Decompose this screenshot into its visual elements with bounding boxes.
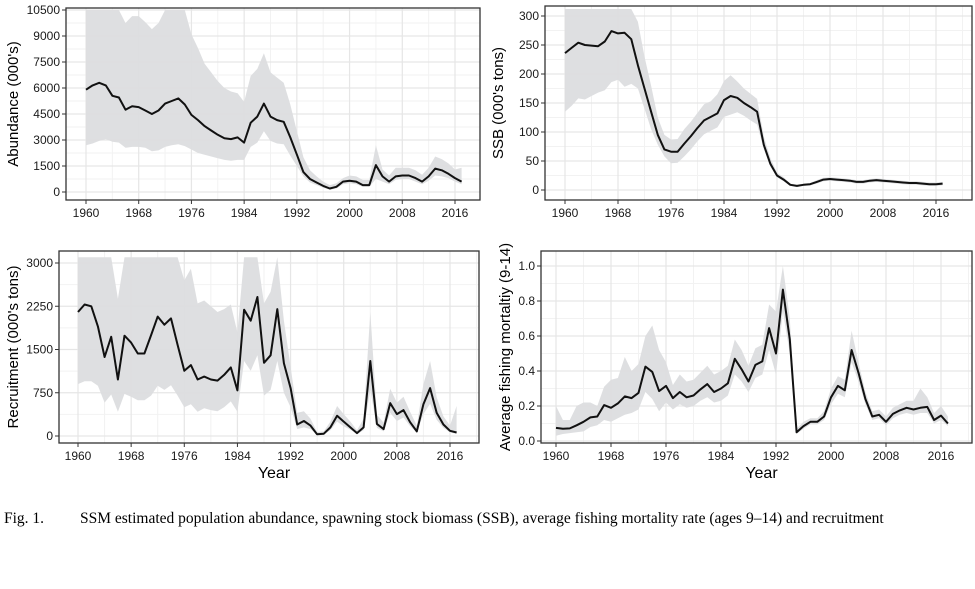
y-tick-label: 6000 [33,81,60,95]
x-tick-label: 2016 [928,449,955,463]
plot-frame [540,250,973,444]
x-tick-label: 1976 [171,449,198,463]
y-axis-title: Abundance (000's) [5,41,22,166]
fishing_mortality-panel: 1960 1968 1976 1984 1992 2000 2008 2016 0.0 0.2 0.… [497,243,973,482]
x-tick-label: 2016 [923,206,950,220]
x-tick-label: 2016 [437,449,464,463]
y-tick-label: 0 [46,429,53,443]
confidence-band [78,257,457,435]
x-tick-label: 2000 [336,206,363,220]
x-tick-label: 1960 [543,449,570,463]
y-tick-label: 750 [33,386,53,400]
x-tick-label: 2008 [389,206,416,220]
estimate-line [555,288,949,434]
y-tick-label: 0.2 [518,399,535,413]
confidence-band [565,9,943,188]
y-tick-label: 300 [519,9,539,23]
y-axis-title: SSB (000's tons) [490,47,507,159]
y-tick-label: 1.0 [518,259,535,273]
y-tick-label: 10500 [27,3,61,17]
x-tick-label: 1960 [73,206,100,220]
y-tick-label: 1500 [33,159,60,173]
y-tick-label: 0.8 [518,294,535,308]
confidence-band [86,10,462,190]
x-tick-label: 1976 [658,206,685,220]
x-tick-label: 1984 [224,449,251,463]
x-tick-label: 1968 [598,449,625,463]
y-tick-label: 3000 [26,256,53,270]
x-tick-label: 1992 [763,449,790,463]
y-tick-label: 200 [519,67,539,81]
x-tick-label: 1968 [125,206,152,220]
y-tick-label: 150 [519,96,539,110]
x-tick-label: 1976 [653,449,680,463]
y-axis-title: Average fishing mortaltiy (9-14) [497,243,514,451]
y-tick-label: 9000 [33,29,60,43]
x-tick-label: 2000 [818,449,845,463]
y-axis-title: Recruitment (000's tons) [5,266,22,429]
estimate-line [85,81,463,190]
x-tick-label: 1992 [284,206,311,220]
plot-frame [58,250,480,444]
y-tick-label: 0.4 [518,364,535,378]
x-tick-label: 2008 [870,206,897,220]
y-tick-label: 3000 [33,133,60,147]
figure-panels: 1960 1968 1976 1984 1992 2000 2008 201601500300… [5,3,973,482]
estimate-line [564,30,943,187]
x-tick-label: 1960 [65,449,92,463]
x-tick-label: 1984 [711,206,738,220]
abundance-panel: 1960 1968 1976 1984 1992 2000 2008 2016 0 1500 300… [5,3,481,220]
x-tick-label: 2000 [817,206,844,220]
y-tick-label: 250 [519,38,539,52]
x-tick-label: 2008 [384,449,411,463]
x-tick-label: 1976 [178,206,205,220]
x-tick-label: 2016 [442,206,469,220]
y-tick-label: 0 [53,185,60,199]
y-tick-label: 100 [519,125,539,139]
x-tick-label: 1984 [708,449,735,463]
y-tick-label: 0 [532,183,539,197]
x-tick-label: 2000 [330,449,357,463]
caption-text: SSM estimated population abundance, spaw… [80,510,884,527]
ssb-panel: 1960 1968 1976 1984 1992 2000 2008 2016 0 50 100 15… [490,5,973,220]
y-tick-label: 0.0 [518,434,535,448]
x-tick-label: 1992 [277,449,304,463]
estimate-line [77,296,457,436]
y-tick-label: 7500 [33,55,60,69]
y-tick-label: 1500 [26,343,53,357]
x-tick-label: 1968 [118,449,145,463]
x-axis-title: Year [258,465,291,482]
gridlines [541,251,972,443]
x-tick-label: 1984 [231,206,258,220]
x-tick-label: 1960 [552,206,579,220]
y-tick-label: 50 [526,154,540,168]
confidence-band [556,266,948,436]
caption-number: Fig. 1. [4,510,45,527]
y-tick-label: 2250 [26,299,53,313]
y-tick-label: 0.6 [518,329,535,343]
x-tick-label: 1992 [764,206,791,220]
x-tick-label: 2008 [873,449,900,463]
x-axis-title: Year [745,465,778,482]
plot-frame [65,7,481,201]
y-tick-label: 4500 [33,107,60,121]
x-tick-label: 1968 [605,206,632,220]
recruitment-panel: 1960 1968 1976 1984 1992 2000 2008 2016 0 750 1500… [5,250,480,482]
